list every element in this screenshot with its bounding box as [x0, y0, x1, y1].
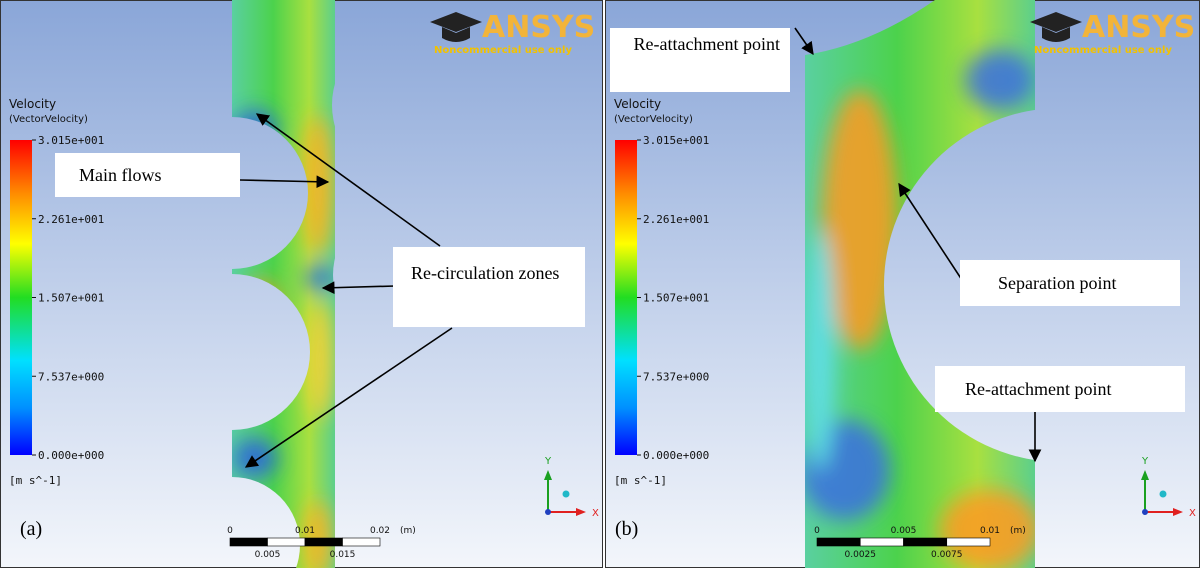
- colorbar-tick-label: 1.507e+001: [643, 292, 709, 305]
- annotation: Main flows: [55, 153, 240, 197]
- annotation: Separation point: [960, 260, 1180, 306]
- scale-label: 0.0075: [931, 550, 963, 560]
- colorbar-tick-label: 0.000e+000: [38, 449, 104, 462]
- panel-label: (a): [20, 518, 42, 541]
- logo-note: Noncommercial use only: [1034, 45, 1172, 56]
- legend-unit: [m s^-1]: [614, 474, 667, 487]
- scale-unit: (m): [1010, 526, 1026, 536]
- scale-bar-segment: [230, 538, 268, 546]
- colorbar-tick-label: 3.015e+001: [643, 134, 709, 147]
- scale-bar-segment: [817, 538, 860, 546]
- axis-x-label: X: [1189, 508, 1196, 519]
- axis-y-label: Y: [544, 456, 552, 467]
- scale-bar-segment: [268, 538, 306, 546]
- scale-label: 0: [814, 526, 820, 536]
- scale-bar-segment: [904, 538, 947, 546]
- colorbar-tick-label: 0.000e+000: [643, 449, 709, 462]
- annotation: Re-circulation zones: [393, 247, 585, 327]
- scale-label: 0: [227, 526, 233, 536]
- panel-label: (b): [615, 518, 638, 541]
- logo-name: ANSYS: [482, 10, 595, 45]
- scale-bar-segment: [305, 538, 343, 546]
- legend-variable: (VectorVelocity): [614, 114, 693, 125]
- scale-label: 0.01: [295, 526, 315, 536]
- scale-label: 0.005: [891, 526, 917, 536]
- legend-unit: [m s^-1]: [9, 474, 62, 487]
- colorbar-tick-label: 7.537e+000: [38, 370, 104, 383]
- axis-z: [545, 509, 551, 515]
- scale-bar-segment: [343, 538, 381, 546]
- figure: Velocity (VectorVelocity) 3.015e+001 2.261e…: [0, 0, 1200, 568]
- axis-origin: [563, 491, 570, 498]
- colorbar: [615, 140, 637, 455]
- logo-name: ANSYS: [1082, 10, 1195, 45]
- scale-bar-segment: [860, 538, 903, 546]
- annotation: Re-attachment point: [610, 28, 790, 92]
- scale-unit: (m): [400, 526, 416, 536]
- legend-title: Velocity: [614, 97, 661, 111]
- legend-variable: (VectorVelocity): [9, 114, 88, 125]
- axis-y-label: Y: [1141, 456, 1149, 467]
- annotation: Re-attachment point: [935, 366, 1185, 412]
- axis-origin: [1160, 491, 1167, 498]
- colorbar-tick-label: 1.507e+001: [38, 292, 104, 305]
- colorbar-tick-label: 7.537e+000: [643, 370, 709, 383]
- colorbar-tick-label: 3.015e+001: [38, 134, 104, 147]
- logo-note: Noncommercial use only: [434, 45, 572, 56]
- axis-x-label: X: [592, 508, 599, 519]
- scale-label: 0.01: [980, 526, 1000, 536]
- colorbar: [10, 140, 32, 455]
- axis-z: [1142, 509, 1148, 515]
- scale-label: 0.005: [255, 550, 281, 560]
- colorbar-tick-label: 2.261e+001: [643, 213, 709, 226]
- legend-title: Velocity: [9, 97, 56, 111]
- scale-label: 0.0025: [845, 550, 877, 560]
- scale-bar-segment: [947, 538, 990, 546]
- colorbar-tick-label: 2.261e+001: [38, 213, 104, 226]
- flow-field: [232, 0, 335, 568]
- scale-label: 0.015: [330, 550, 356, 560]
- scale-label: 0.02: [370, 526, 390, 536]
